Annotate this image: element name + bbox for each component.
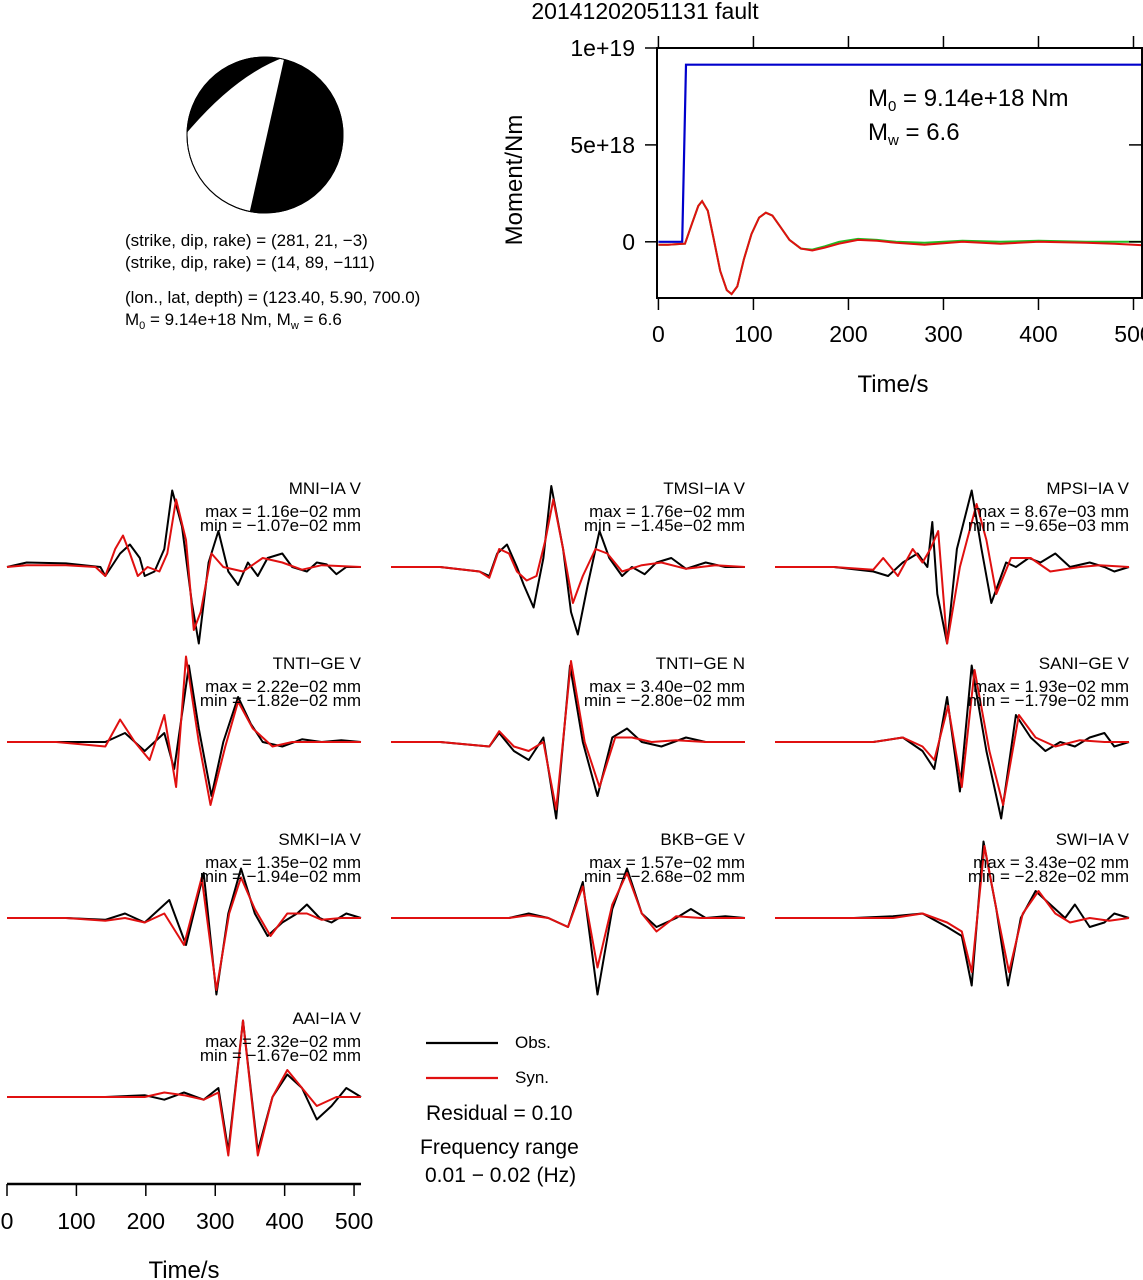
moment-series-blue: [658, 63, 1143, 243]
station-name: SANI−GE V: [1039, 654, 1130, 673]
x-tick-label: 400: [1019, 321, 1057, 347]
station-max: max = 1.57e−02 mm: [589, 853, 745, 872]
frequency-range-title: Frequency range: [420, 1136, 579, 1159]
station-max: max = 2.22e−02 mm: [205, 677, 361, 696]
syn-trace: [391, 498, 746, 604]
station-name: MPSI−IA V: [1046, 479, 1129, 498]
legend-syn-label: Syn.: [515, 1068, 550, 1087]
station-max: max = 2.32e−02 mm: [205, 1032, 361, 1051]
time-tick-label: 300: [196, 1208, 234, 1234]
residual-text: Residual = 0.10: [426, 1102, 573, 1125]
syn-trace: [775, 669, 1129, 806]
station-min: min = −2.82e−02 mm: [968, 867, 1129, 886]
station-name: TNTI−GE N: [656, 654, 745, 673]
syn-trace: [391, 872, 745, 969]
y-tick-label: 5e+18: [570, 132, 635, 158]
time-axis-label: Time/s: [148, 1257, 219, 1280]
legend-lines: [426, 1041, 498, 1080]
y-tick-label: 0: [622, 229, 635, 255]
station-min: min = −1.94e−02 mm: [200, 867, 361, 886]
time-tick-label: 400: [265, 1208, 303, 1234]
y-tick-label: 1e+19: [570, 35, 635, 61]
station-name: TNTI−GE V: [273, 654, 362, 673]
station-max: max = 8.67e−03 mm: [973, 502, 1129, 521]
x-tick-label: 100: [734, 321, 772, 347]
station-name: BKB−GE V: [660, 830, 745, 849]
x-tick-label: 0: [652, 321, 665, 347]
x-tick-label: 300: [924, 321, 962, 347]
syn-trace: [7, 655, 361, 806]
nodal-plane-1: (strike, dip, rake) = (281, 21, −3): [125, 231, 368, 250]
station-min: min = −2.68e−02 mm: [584, 867, 745, 886]
station-max: max = 1.35e−02 mm: [205, 853, 361, 872]
obs-trace: [775, 489, 1130, 645]
station-min: min = −1.45e−02 mm: [584, 516, 745, 535]
station-max: max = 3.40e−02 mm: [589, 677, 745, 696]
obs-trace: [7, 867, 362, 996]
station-max: max = 1.76e−02 mm: [589, 502, 745, 521]
beachball-icon: [186, 56, 344, 214]
time-tick-label: 100: [57, 1208, 95, 1234]
moment-annotation-m0: M0 = 9.14e+18 Nm: [868, 85, 1069, 115]
station-name: AAI−IA V: [292, 1009, 361, 1028]
station-min: min = −9.65e−03 mm: [968, 516, 1129, 535]
station-min: min = −2.80e−02 mm: [584, 691, 745, 710]
legend-obs-label: Obs.: [515, 1033, 551, 1052]
station-max: max = 1.16e−02 mm: [205, 502, 361, 521]
moment-plot-frame: [656, 47, 1143, 299]
syn-trace: [7, 1019, 361, 1157]
x-tick-label: 200: [829, 321, 867, 347]
time-tick-label: 500: [335, 1208, 373, 1234]
obs-trace: [7, 664, 362, 797]
location-depth: (lon., lat, depth) = (123.40, 5.90, 700.…: [125, 288, 421, 307]
frequency-range-value: 0.01 − 0.02 (Hz): [425, 1164, 577, 1187]
station-max: max = 3.43e−02 mm: [973, 853, 1129, 872]
moment-series-green: [658, 199, 1143, 296]
station-name: SWI−IA V: [1056, 830, 1130, 849]
x-tick-label: 500: [1114, 321, 1143, 347]
moment-magnitude-text: M0 = 9.14e+18 Nm, Mw = 6.6: [125, 310, 342, 332]
syn-trace: [775, 845, 1130, 973]
moment-annotation-mw: Mw = 6.6: [868, 119, 960, 149]
station-min: min = −1.79e−02 mm: [968, 691, 1129, 710]
station-min: min = −1.82e−02 mm: [200, 691, 361, 710]
station-name: MNI−IA V: [289, 479, 362, 498]
station-max: max = 1.93e−02 mm: [973, 677, 1129, 696]
moment-series-red: [658, 199, 1143, 296]
obs-trace: [6, 489, 361, 645]
syn-trace: [775, 503, 1130, 645]
station-name: SMKI−IA V: [278, 830, 361, 849]
time-tick-label: 0: [1, 1208, 14, 1234]
x-axis-label: Time/s: [857, 371, 928, 398]
station-min: min = −1.07e−02 mm: [200, 516, 361, 535]
station-min: min = −1.67e−02 mm: [200, 1046, 361, 1065]
plot-title: 20141202051131 fault: [531, 0, 759, 24]
time-tick-label: 200: [127, 1208, 165, 1234]
y-axis-label: Moment/Nm: [501, 115, 528, 246]
station-name: TMSI−IA V: [663, 479, 745, 498]
syn-trace: [391, 660, 745, 811]
moment-rate-chart: 0 5e+18 1e+19 0 100 200 300 400 500 Time/s Moment/…: [501, 35, 1143, 398]
obs-trace: [391, 867, 746, 996]
nodal-plane-2: (strike, dip, rake) = (14, 89, −111): [125, 253, 375, 272]
syn-trace: [7, 876, 361, 991]
syn-trace: [6, 498, 362, 631]
